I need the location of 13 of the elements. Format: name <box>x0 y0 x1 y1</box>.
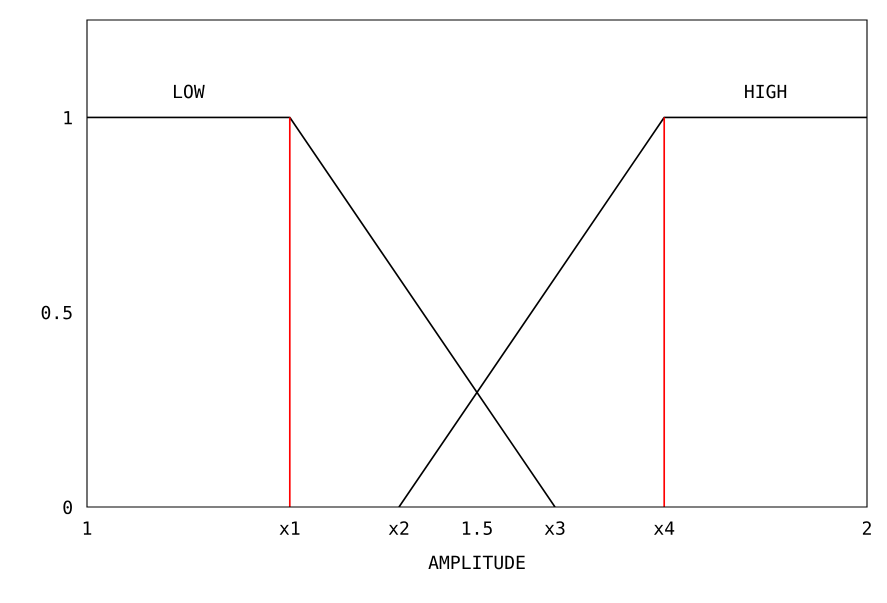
x-tick-label: 2 <box>862 521 871 535</box>
x-tick-label: x1 <box>280 522 300 535</box>
y-tick-label: 0.5 <box>42 306 72 320</box>
series-label: LOW <box>174 84 205 98</box>
y-tick-label: 0 <box>63 500 72 514</box>
x-axis-title: AMPLITUDE <box>428 556 525 570</box>
x-tick-label: x4 <box>654 522 674 535</box>
x-tick-label: 1.5 <box>462 522 492 535</box>
x-tick-label: x3 <box>544 521 565 535</box>
y-tick-label: 1 <box>64 111 72 124</box>
series-label: HIGH <box>745 84 786 98</box>
x-tick-label: 1 <box>84 522 92 535</box>
x-tick-label: x2 <box>388 521 408 535</box>
